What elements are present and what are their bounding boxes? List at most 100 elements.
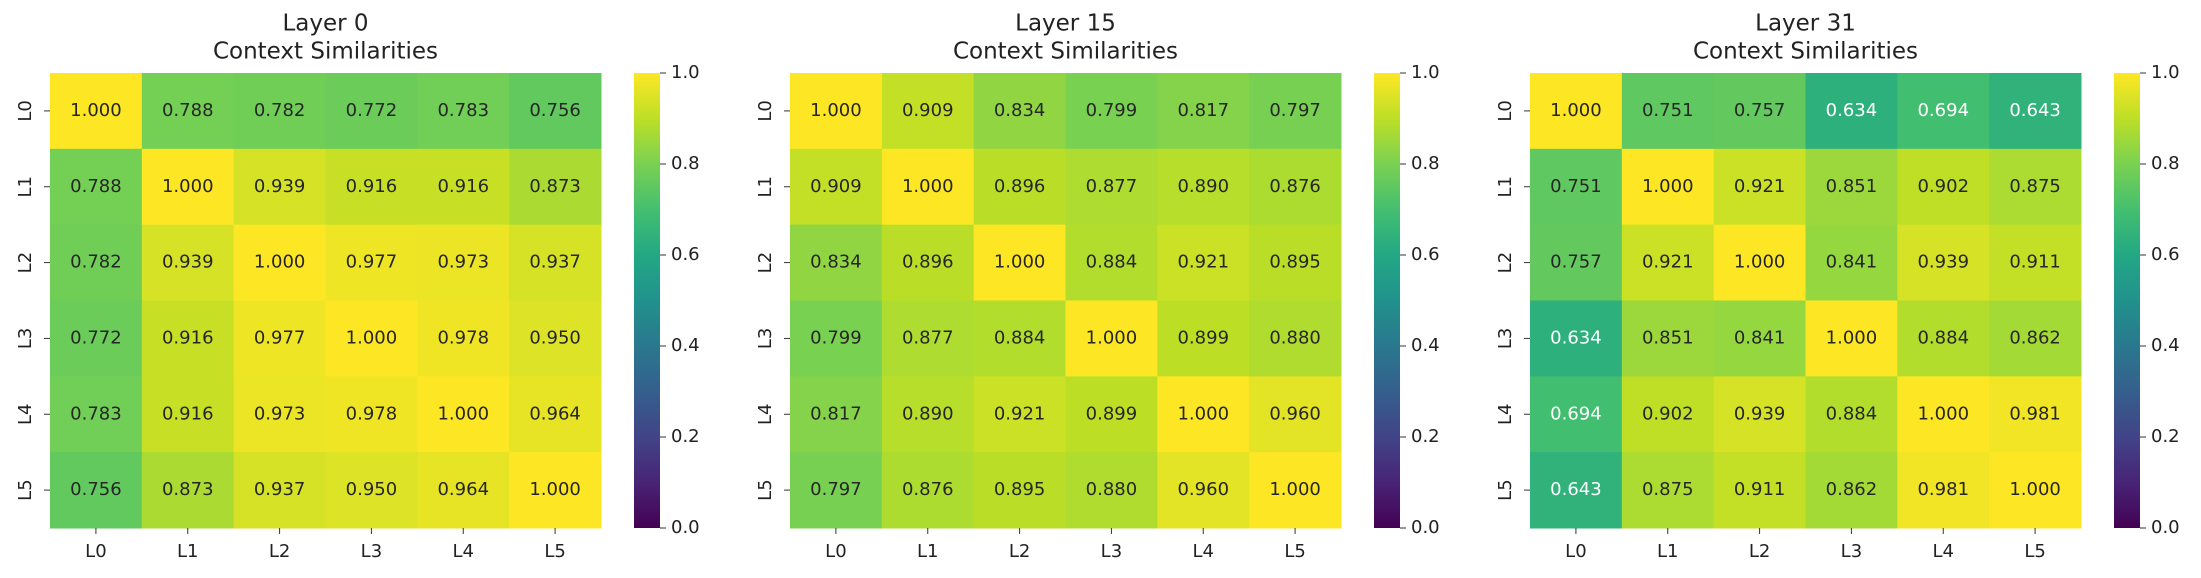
heatmap-cell [325, 376, 418, 453]
cell-label: 0.875 [1642, 479, 1694, 500]
heatmap-cell [417, 148, 510, 226]
cell-label: 0.799 [1086, 100, 1138, 121]
heatmap-cell [509, 148, 602, 226]
heatmap-cell [1989, 224, 2082, 301]
heatmap-cell [881, 73, 975, 150]
cell-label: 0.977 [254, 327, 306, 348]
colorbar-tick-label: 0.6 [1411, 244, 1440, 265]
heatmap-cell [1065, 224, 1158, 301]
x-tick-label: L3 [1841, 541, 1862, 562]
cell-label: 0.960 [1177, 479, 1229, 500]
y-tick-label: L5 [755, 479, 776, 500]
colorbar-tick-label: 0.4 [1411, 335, 1440, 356]
x-tick-label: L4 [1933, 541, 1954, 562]
x-tick-label: L5 [2024, 541, 2045, 562]
colorbar-tick-label: 0.6 [671, 244, 700, 265]
cell-label: 0.884 [1826, 403, 1878, 424]
cell-label: 0.757 [1550, 252, 1602, 273]
heatmap-cell [1897, 73, 1990, 150]
cell-label: 0.916 [346, 176, 398, 197]
cell-label: 0.981 [2009, 403, 2061, 424]
heatmap-cell [141, 376, 235, 453]
heatmap-cell [1805, 224, 1898, 301]
cell-label: 0.899 [1086, 403, 1138, 424]
y-tick-label: L1 [755, 176, 776, 197]
heatmap-cell [233, 73, 326, 150]
cell-label: 0.950 [529, 327, 581, 348]
heatmap-cell [50, 148, 143, 226]
heatmap-cell [325, 148, 418, 226]
cell-label: 0.916 [162, 403, 214, 424]
heatmap-cell [1249, 224, 1342, 301]
cell-label: 0.862 [2009, 327, 2061, 348]
heatmap-cell [1157, 376, 1250, 453]
y-tick-label: L3 [1495, 328, 1516, 349]
heatmap-cell [790, 376, 883, 453]
cell-label: 0.909 [810, 176, 862, 197]
cell-label: 0.834 [810, 252, 862, 273]
heatmap-cell [973, 148, 1066, 226]
colorbar [2114, 73, 2140, 528]
cell-label: 0.873 [529, 176, 581, 197]
heatmap-cell [1530, 224, 1623, 301]
y-tick-label: L2 [1495, 252, 1516, 273]
heatmap-cell [881, 452, 975, 529]
heatmap-cell [881, 224, 975, 301]
heatmap-cell [1897, 376, 1990, 453]
cell-label: 0.875 [2009, 176, 2061, 197]
heatmap-cell [1805, 73, 1898, 150]
cell-label: 1.000 [994, 252, 1046, 273]
cell-label: 0.960 [1269, 403, 1321, 424]
y-tick-label: L2 [755, 252, 776, 273]
cell-label: 0.978 [346, 403, 398, 424]
heatmap-cell [1249, 452, 1342, 529]
heatmap-cell [50, 376, 143, 453]
heatmap-cell [1157, 148, 1250, 226]
cell-label: 0.921 [1642, 252, 1694, 273]
cell-label: 0.876 [902, 479, 954, 500]
heatmap-cell [1065, 452, 1158, 529]
heatmap-cell [1713, 376, 1806, 453]
cell-label: 0.939 [162, 252, 214, 273]
y-tick-label: L3 [15, 328, 36, 349]
heatmap-cell [325, 452, 418, 529]
y-tick-label: L5 [1495, 479, 1516, 500]
cell-label: 0.899 [1177, 327, 1229, 348]
heatmap-cell [141, 148, 235, 226]
heatmap-cell [1530, 148, 1623, 226]
heatmap-cell [881, 376, 975, 453]
x-tick-label: L2 [1009, 541, 1030, 562]
cell-label: 1.000 [254, 252, 306, 273]
chart-subtitle: Context Similarities [1693, 39, 1918, 65]
heatmap-cell [141, 300, 235, 377]
heatmap-cell [233, 300, 326, 377]
heatmap-cell [1805, 148, 1898, 226]
cell-label: 0.834 [994, 100, 1046, 121]
y-tick-label: L1 [1495, 176, 1516, 197]
heatmap-cell [50, 452, 143, 529]
y-tick-label: L3 [755, 328, 776, 349]
cell-label: 0.851 [1642, 327, 1694, 348]
cell-label: 0.643 [1550, 479, 1602, 500]
heatmap-cell [509, 300, 602, 377]
cell-label: 0.978 [437, 327, 489, 348]
cell-label: 0.643 [2009, 100, 2061, 121]
heatmap-cell [1621, 224, 1715, 301]
cell-label: 0.751 [1550, 176, 1602, 197]
cell-label: 0.896 [994, 176, 1046, 197]
cell-label: 0.782 [254, 100, 306, 121]
heatmap-cell [1805, 300, 1898, 377]
heatmap-cell [325, 73, 418, 150]
heatmap-cell [1989, 376, 2082, 453]
colorbar-tick-label: 0.2 [1411, 426, 1440, 447]
cell-label: 0.877 [1086, 176, 1138, 197]
cell-label: 0.909 [902, 100, 954, 121]
cell-label: 1.000 [346, 327, 398, 348]
heatmap-cell [417, 224, 510, 301]
cell-label: 1.000 [1269, 479, 1321, 500]
cell-label: 1.000 [810, 100, 862, 121]
heatmap-cell [1530, 73, 1623, 150]
cell-label: 1.000 [1826, 327, 1878, 348]
cell-label: 0.921 [994, 403, 1046, 424]
